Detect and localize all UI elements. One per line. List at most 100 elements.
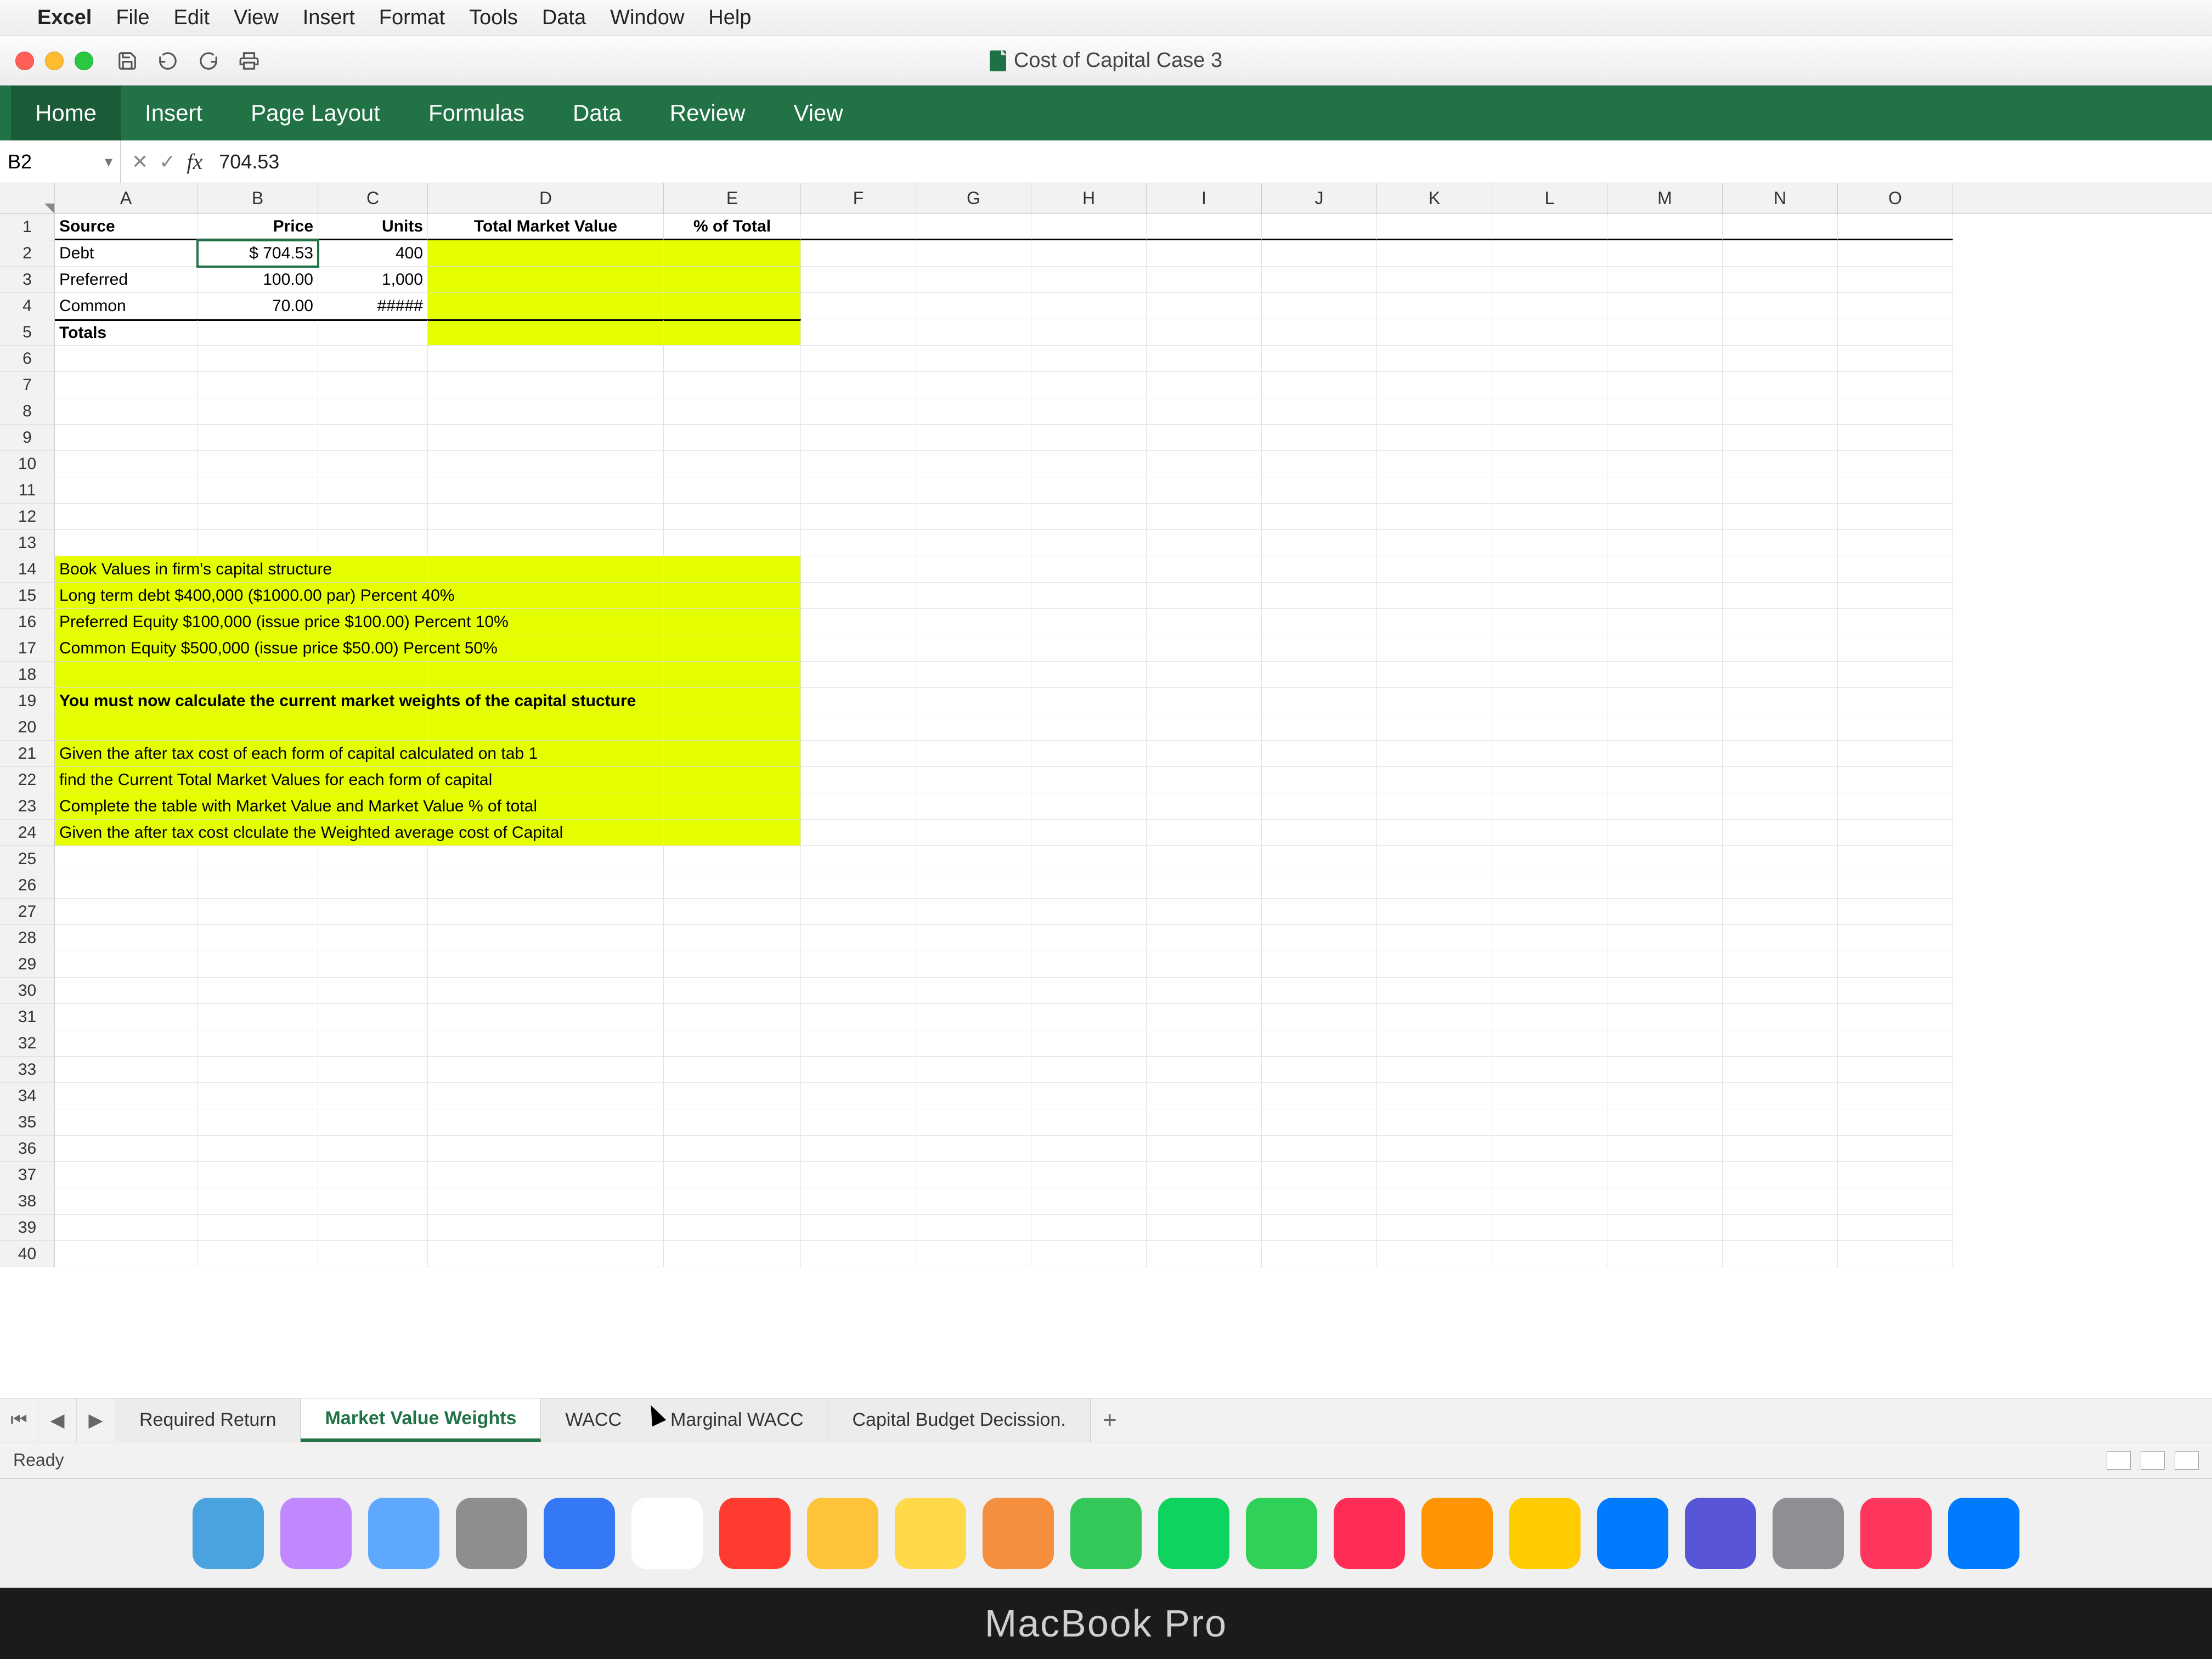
undo-icon[interactable] — [156, 49, 180, 73]
cell-G27[interactable] — [916, 899, 1031, 925]
cell-K39[interactable] — [1377, 1215, 1492, 1241]
cell-M32[interactable] — [1607, 1030, 1723, 1057]
cell-E23[interactable] — [664, 793, 801, 820]
cell-K35[interactable] — [1377, 1109, 1492, 1136]
cell-B40[interactable] — [198, 1241, 318, 1267]
cell-O4[interactable] — [1838, 293, 1953, 319]
cell-C33[interactable] — [318, 1057, 428, 1083]
cell-I26[interactable] — [1147, 872, 1262, 899]
row-header-40[interactable]: 40 — [0, 1241, 55, 1267]
cell-B27[interactable] — [198, 899, 318, 925]
cell-D34[interactable] — [428, 1083, 664, 1109]
row-header-15[interactable]: 15 — [0, 583, 55, 609]
cell-A32[interactable] — [55, 1030, 198, 1057]
cell-B13[interactable] — [198, 530, 318, 556]
cell-L29[interactable] — [1492, 951, 1607, 978]
cell-K22[interactable] — [1377, 767, 1492, 793]
cell-J12[interactable] — [1262, 504, 1377, 530]
row-header-32[interactable]: 32 — [0, 1030, 55, 1057]
cell-H30[interactable] — [1031, 978, 1147, 1004]
cell-G17[interactable] — [916, 635, 1031, 662]
cell-H4[interactable] — [1031, 293, 1147, 319]
dock-app-6[interactable] — [719, 1498, 791, 1569]
cell-M29[interactable] — [1607, 951, 1723, 978]
row-header-6[interactable]: 6 — [0, 346, 55, 372]
cell-H19[interactable] — [1031, 688, 1147, 714]
cell-O12[interactable] — [1838, 504, 1953, 530]
sheet-nav-prev-icon[interactable]: ◀ — [38, 1398, 77, 1442]
sheet-tab-marginal-wacc[interactable]: Marginal WACC — [646, 1398, 828, 1442]
cell-H31[interactable] — [1031, 1004, 1147, 1030]
cell-G23[interactable] — [916, 793, 1031, 820]
column-header-N[interactable]: N — [1723, 183, 1838, 213]
cell-M2[interactable] — [1607, 240, 1723, 267]
page-break-view-button[interactable] — [2175, 1451, 2199, 1470]
cell-C8[interactable] — [318, 398, 428, 425]
cell-A27[interactable] — [55, 899, 198, 925]
dock-app-5[interactable] — [631, 1498, 703, 1569]
cell-I2[interactable] — [1147, 240, 1262, 267]
cell-B10[interactable] — [198, 451, 318, 477]
cell-H34[interactable] — [1031, 1083, 1147, 1109]
menu-help[interactable]: Help — [708, 6, 751, 30]
cell-D36[interactable] — [428, 1136, 664, 1162]
sheet-nav-next-icon[interactable]: ▶ — [77, 1398, 115, 1442]
cell-O6[interactable] — [1838, 346, 1953, 372]
cell-K8[interactable] — [1377, 398, 1492, 425]
cell-A38[interactable] — [55, 1188, 198, 1215]
cell-M17[interactable] — [1607, 635, 1723, 662]
cell-M27[interactable] — [1607, 899, 1723, 925]
cell-N22[interactable] — [1723, 767, 1838, 793]
cell-I37[interactable] — [1147, 1162, 1262, 1188]
cell-A35[interactable] — [55, 1109, 198, 1136]
cell-H16[interactable] — [1031, 609, 1147, 635]
dock-app-17[interactable] — [1685, 1498, 1756, 1569]
cell-L27[interactable] — [1492, 899, 1607, 925]
cell-F25[interactable] — [801, 846, 916, 872]
cell-B12[interactable] — [198, 504, 318, 530]
cell-D40[interactable] — [428, 1241, 664, 1267]
cell-H25[interactable] — [1031, 846, 1147, 872]
cell-G19[interactable] — [916, 688, 1031, 714]
dock-app-14[interactable] — [1421, 1498, 1493, 1569]
cell-F7[interactable] — [801, 372, 916, 398]
row-header-21[interactable]: 21 — [0, 741, 55, 767]
cell-J36[interactable] — [1262, 1136, 1377, 1162]
cell-B33[interactable] — [198, 1057, 318, 1083]
cell-L39[interactable] — [1492, 1215, 1607, 1241]
cell-E25[interactable] — [664, 846, 801, 872]
cell-J19[interactable] — [1262, 688, 1377, 714]
cell-O25[interactable] — [1838, 846, 1953, 872]
cell-M8[interactable] — [1607, 398, 1723, 425]
cell-A7[interactable] — [55, 372, 198, 398]
cell-A31[interactable] — [55, 1004, 198, 1030]
column-header-D[interactable]: D — [428, 183, 664, 213]
cell-I31[interactable] — [1147, 1004, 1262, 1030]
cell-C34[interactable] — [318, 1083, 428, 1109]
cell-K3[interactable] — [1377, 267, 1492, 293]
ribbon-tab-data[interactable]: Data — [549, 86, 646, 140]
cell-C11[interactable] — [318, 477, 428, 504]
row-header-27[interactable]: 27 — [0, 899, 55, 925]
cell-J7[interactable] — [1262, 372, 1377, 398]
cell-C14[interactable] — [318, 556, 428, 583]
cell-H22[interactable] — [1031, 767, 1147, 793]
cell-E8[interactable] — [664, 398, 801, 425]
cell-H8[interactable] — [1031, 398, 1147, 425]
cell-G9[interactable] — [916, 425, 1031, 451]
cell-F15[interactable] — [801, 583, 916, 609]
cell-M7[interactable] — [1607, 372, 1723, 398]
cell-F39[interactable] — [801, 1215, 916, 1241]
cell-C9[interactable] — [318, 425, 428, 451]
cell-J2[interactable] — [1262, 240, 1377, 267]
cell-E32[interactable] — [664, 1030, 801, 1057]
cell-L34[interactable] — [1492, 1083, 1607, 1109]
row-header-3[interactable]: 3 — [0, 267, 55, 293]
cell-B34[interactable] — [198, 1083, 318, 1109]
cell-N8[interactable] — [1723, 398, 1838, 425]
cell-J14[interactable] — [1262, 556, 1377, 583]
cell-A15[interactable]: Long term debt $400,000 ($1000.00 par) P… — [55, 583, 198, 609]
cell-C5[interactable] — [318, 319, 428, 346]
cell-K11[interactable] — [1377, 477, 1492, 504]
row-header-37[interactable]: 37 — [0, 1162, 55, 1188]
